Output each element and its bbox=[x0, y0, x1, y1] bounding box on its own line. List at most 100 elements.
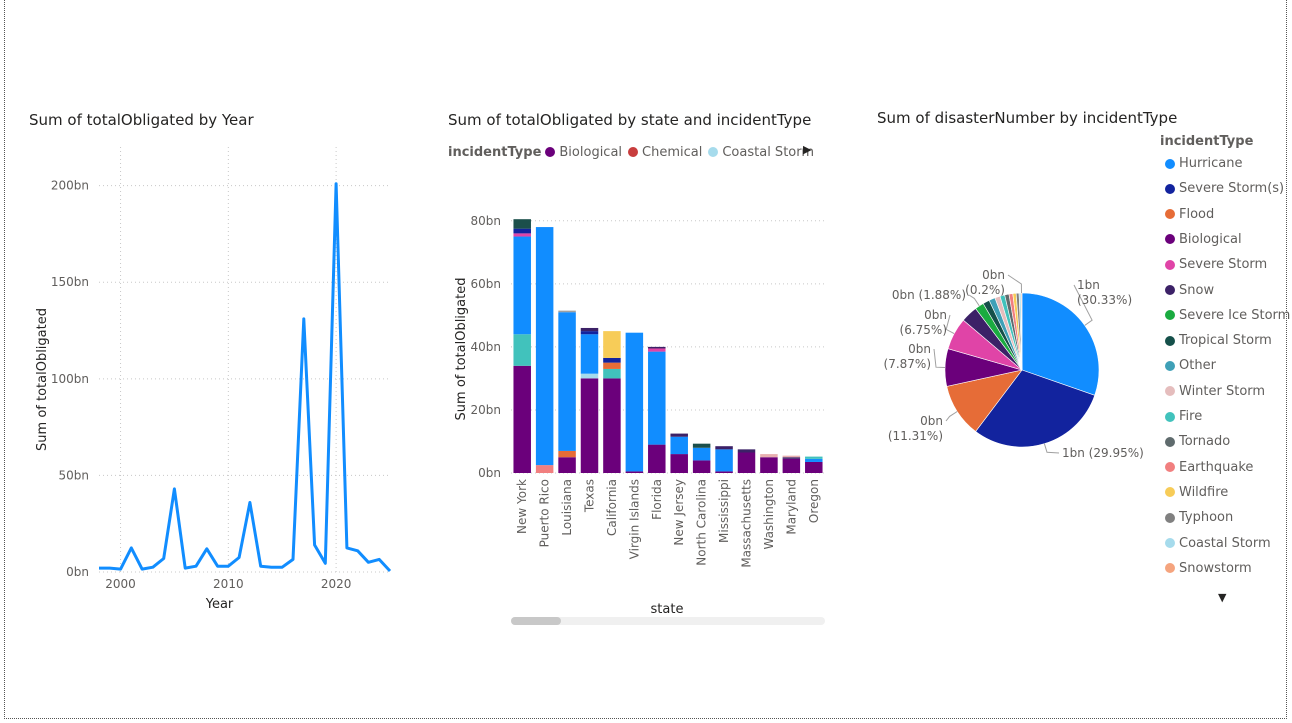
bar-segment[interactable] bbox=[535, 465, 554, 473]
bar-segment[interactable] bbox=[760, 457, 778, 473]
bar-segment[interactable] bbox=[513, 233, 531, 237]
bar-segment[interactable] bbox=[580, 378, 599, 473]
bar-segment[interactable] bbox=[580, 331, 599, 335]
bar-segment[interactable] bbox=[625, 332, 644, 472]
bar-segment[interactable] bbox=[782, 457, 801, 459]
pie-legend-item[interactable]: Winter Storm bbox=[1165, 384, 1265, 399]
bar-legend-item[interactable]: Biological bbox=[545, 145, 622, 160]
bar-segment[interactable] bbox=[715, 446, 733, 450]
bar-segment[interactable] bbox=[535, 227, 554, 466]
pie-legend-item[interactable]: Severe Ice Storm bbox=[1165, 308, 1290, 323]
pie-slice[interactable] bbox=[975, 369, 1096, 448]
pie-data-label: 0bn (11.31%) bbox=[888, 414, 943, 443]
x-tick-label: Oregon bbox=[807, 479, 821, 523]
bar-legend-next-arrow[interactable]: ▶ bbox=[803, 143, 812, 156]
pie-legend-item[interactable]: Tropical Storm bbox=[1165, 333, 1272, 348]
bar-segment[interactable] bbox=[513, 334, 531, 366]
pie-legend-item[interactable]: Fire bbox=[1165, 409, 1202, 424]
x-tick-label: 2000 bbox=[105, 577, 136, 591]
bar-segment[interactable] bbox=[603, 378, 621, 473]
bar-segment[interactable] bbox=[580, 334, 599, 374]
bar-segment[interactable] bbox=[692, 447, 711, 461]
bar-segment[interactable] bbox=[513, 236, 531, 335]
pie-legend-item[interactable]: Snowstorm bbox=[1165, 561, 1252, 576]
legend-swatch bbox=[1165, 335, 1175, 346]
legend-swatch bbox=[1165, 386, 1175, 397]
bar-segment[interactable] bbox=[513, 219, 531, 229]
pie-legend-more-arrow[interactable]: ▼ bbox=[1218, 591, 1227, 604]
bar-segment[interactable] bbox=[603, 357, 621, 363]
x-axis-title: state bbox=[651, 602, 684, 617]
bar-segment[interactable] bbox=[558, 312, 576, 451]
bar-segment[interactable] bbox=[670, 454, 688, 473]
pie-chart: 1bn (30.33%) 1bn (29.95%) 0bn (11.31%) 0bn (7.… bbox=[884, 268, 1144, 460]
legend-swatch bbox=[1165, 209, 1175, 220]
bar-segment[interactable] bbox=[670, 436, 688, 455]
bar-segment[interactable] bbox=[648, 444, 666, 473]
bar-segment[interactable] bbox=[625, 471, 644, 473]
pie-slice[interactable] bbox=[1020, 292, 1023, 371]
bar-segment[interactable] bbox=[805, 461, 823, 473]
bar-segment[interactable] bbox=[737, 449, 756, 453]
pie-legend-item[interactable]: Flood bbox=[1165, 207, 1214, 222]
pie-leader-line bbox=[945, 314, 955, 335]
bar-segment[interactable] bbox=[760, 454, 778, 458]
pie-legend-item[interactable]: Tornado bbox=[1165, 434, 1230, 449]
pie-legend-item[interactable]: Other bbox=[1165, 358, 1216, 373]
bar-segment[interactable] bbox=[648, 348, 666, 352]
x-tick-label: Florida bbox=[650, 479, 664, 520]
pie-legend-item[interactable]: Biological bbox=[1165, 232, 1242, 247]
pie-legend-item[interactable]: Severe Storm(s) bbox=[1165, 181, 1284, 196]
bar-segment[interactable] bbox=[670, 433, 688, 437]
x-tick-label: North Carolina bbox=[695, 479, 709, 566]
bar-segment[interactable] bbox=[603, 368, 621, 379]
legend-label: Coastal Storm bbox=[722, 144, 815, 160]
bar-segment[interactable] bbox=[558, 310, 576, 313]
pie-legend-item[interactable]: Coastal Storm bbox=[1165, 536, 1271, 551]
pie-data-label: 0bn (7.87%) bbox=[884, 342, 931, 371]
bar-segment[interactable] bbox=[513, 365, 531, 473]
pie-leader-line bbox=[1073, 284, 1093, 326]
pie-legend-item[interactable]: Hurricane bbox=[1165, 156, 1242, 171]
legend-label: Hurricane bbox=[1179, 156, 1243, 171]
pie-legend-item[interactable]: Typhoon bbox=[1165, 510, 1233, 525]
bar-segment[interactable] bbox=[648, 351, 666, 445]
bar-segment[interactable] bbox=[715, 449, 733, 472]
bar-segment[interactable] bbox=[715, 471, 733, 473]
bar-segment[interactable] bbox=[648, 346, 666, 349]
bar-segment[interactable] bbox=[580, 327, 599, 332]
bar-segment[interactable] bbox=[782, 458, 801, 473]
scrollbar-thumb[interactable] bbox=[511, 617, 561, 625]
bar-segment[interactable] bbox=[805, 458, 823, 462]
bar-segment[interactable] bbox=[692, 443, 711, 448]
pie-chart-visual[interactable]: Sum of disasterNumber by incidentType 1b… bbox=[865, 105, 1290, 610]
horizontal-scrollbar[interactable] bbox=[511, 617, 825, 625]
line-chart-visual[interactable]: Sum of totalObligated by Year 0bn 50bn 100… bbox=[25, 105, 405, 625]
bar-legend-item[interactable]: Coastal Storm bbox=[708, 145, 814, 160]
pie-legend-item[interactable]: Wildfire bbox=[1165, 485, 1228, 500]
bar-segment[interactable] bbox=[603, 331, 621, 358]
pie-slice[interactable] bbox=[1021, 292, 1100, 396]
legend-label: Tornado bbox=[1179, 434, 1231, 450]
bar-segment[interactable] bbox=[558, 450, 576, 458]
pie-data-label: 1bn (30.33%) bbox=[1077, 278, 1132, 307]
pie-legend-item[interactable]: Severe Storm bbox=[1165, 257, 1267, 272]
bar-chart-visual[interactable]: Sum of totalObligated by state and incid… bbox=[445, 105, 845, 630]
bar-segment[interactable] bbox=[603, 362, 621, 369]
pie-legend-item[interactable]: Earthquake bbox=[1165, 460, 1253, 475]
y-axis-title: Sum of totalObligated bbox=[35, 308, 50, 451]
bar-segment[interactable] bbox=[513, 228, 531, 234]
bar-segment[interactable] bbox=[737, 452, 756, 473]
line-series[interactable] bbox=[99, 182, 392, 573]
bar-segment[interactable] bbox=[692, 460, 711, 473]
bar-segment[interactable] bbox=[805, 456, 823, 459]
bar-segment[interactable] bbox=[580, 373, 599, 379]
x-tick-label: Texas bbox=[583, 479, 597, 513]
x-tick-label: Puerto Rico bbox=[538, 479, 552, 547]
pie-legend-item[interactable]: Snow bbox=[1165, 283, 1214, 298]
bar-segment[interactable] bbox=[558, 457, 576, 473]
x-tick-label: 2020 bbox=[321, 577, 352, 591]
pie-data-label: 0bn (1.88%) bbox=[892, 288, 966, 302]
bar-segment[interactable] bbox=[782, 455, 801, 458]
bar-legend-item[interactable]: Chemical bbox=[628, 145, 702, 160]
